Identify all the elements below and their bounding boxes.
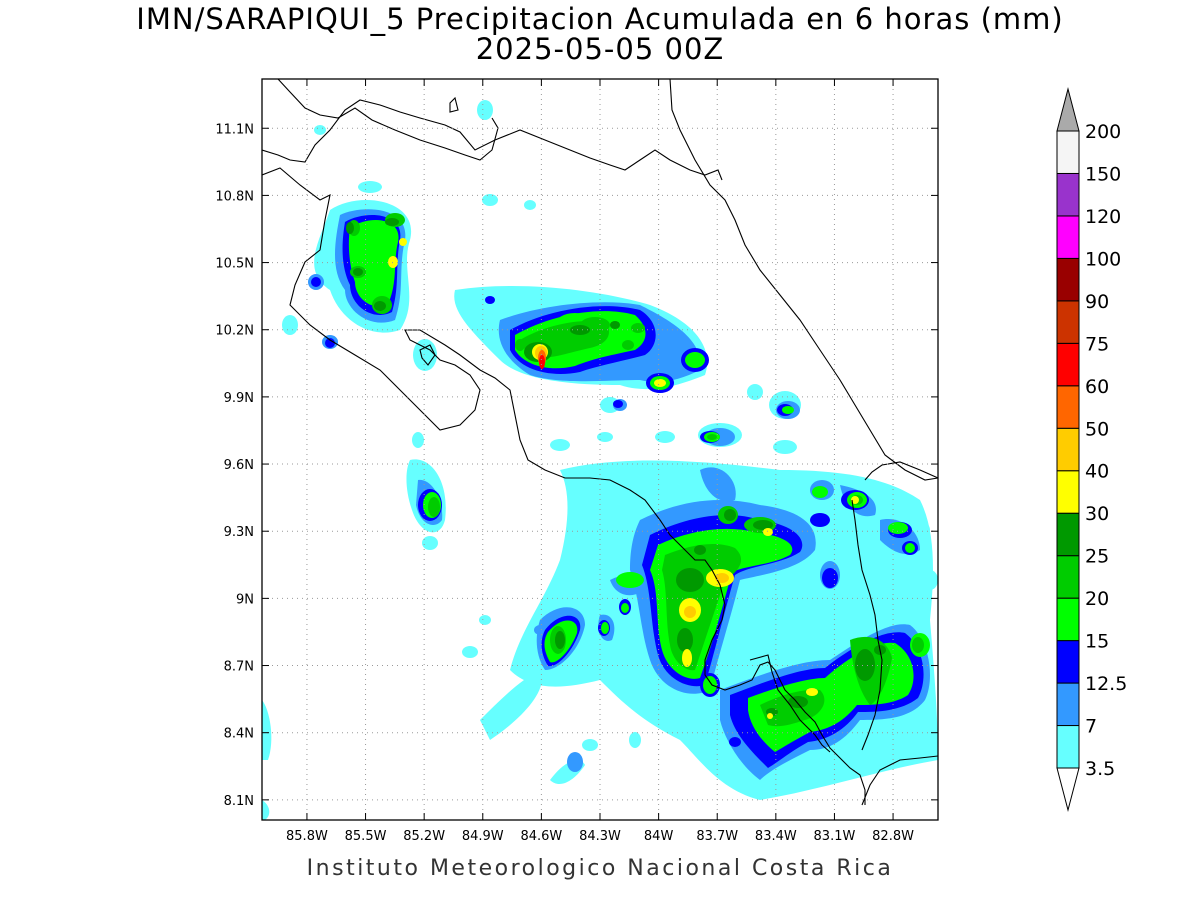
x-tick-label: 85.8W — [286, 829, 328, 844]
colorbar-label: 200 — [1085, 121, 1121, 143]
colorbar-label: 15 — [1085, 631, 1109, 653]
colorbar-swatch — [1056, 682, 1080, 727]
island-north — [449, 96, 459, 113]
x-tick-label: 83.4W — [755, 829, 797, 844]
colorbar-swatch — [1056, 640, 1080, 684]
y-tick-label: 10.8N — [215, 189, 254, 204]
colorbar-label: 30 — [1085, 503, 1109, 525]
colorbar-swatch — [1056, 172, 1080, 217]
latitude-axis: 11.1N 10.8N 10.5N 10.2N 9.9N 9.6N 9.3N 9N 8.7N 8.… — [215, 122, 938, 809]
osa-peninsula — [749, 654, 831, 753]
colorbar-swatch — [1056, 257, 1080, 302]
nicoya-gulf — [419, 344, 436, 366]
map-title: IMN/SARAPIQUI_5 Precipitacion Acumulada … — [136, 2, 1064, 36]
colorbar-label: 12.5 — [1085, 673, 1127, 695]
x-tick-label: 84.3W — [579, 829, 621, 844]
colorbar-label: 75 — [1085, 333, 1109, 355]
colorbar-swatch — [1056, 385, 1080, 429]
pacific-coast-guanacaste — [262, 167, 866, 805]
colorbar-label: 90 — [1085, 291, 1109, 313]
precipitation-field — [262, 100, 938, 820]
colorbar-label: 150 — [1085, 163, 1121, 185]
x-tick-label: 83.7W — [696, 829, 738, 844]
colorbar-label: 7 — [1085, 716, 1097, 738]
colorbar-swatch — [1056, 342, 1080, 387]
precip-band-60 — [539, 355, 545, 369]
colorbar-label: 60 — [1085, 376, 1109, 398]
y-tick-label: 8.4N — [224, 727, 254, 742]
colorbar-over-arrow — [1056, 87, 1080, 132]
panama-coast — [864, 461, 938, 481]
institution-footer: Instituto Meteorologico Nacional Costa R… — [306, 856, 894, 881]
colorbar-label: 50 — [1085, 418, 1109, 440]
coastlines-and-borders — [262, 79, 938, 806]
lake-nicaragua-shore — [277, 79, 499, 161]
x-tick-label: 84.9W — [462, 829, 504, 844]
y-tick-label: 9N — [236, 592, 254, 607]
colorbar-legend: 3.5 7 12.5 15 20 25 30 40 50 60 75 90 100 120 150 200 — [1056, 87, 1127, 812]
x-tick-label: 83.1W — [814, 829, 856, 844]
colorbar-label: 20 — [1085, 588, 1109, 610]
precip-band-25 — [346, 218, 886, 716]
colorbar-swatch — [1056, 512, 1080, 557]
colorbar-swatch — [1056, 130, 1080, 174]
x-tick-label: 84.6W — [520, 829, 562, 844]
burica-peninsula — [861, 755, 938, 806]
y-tick-label: 9.9N — [224, 391, 254, 406]
map-timestamp: 2025-05-05 00Z — [475, 32, 725, 66]
colorbar-swatch — [1056, 427, 1080, 472]
caribbean-coast — [669, 79, 938, 481]
colorbar-swatch — [1056, 725, 1080, 769]
colorbar-label: 40 — [1085, 461, 1109, 483]
x-tick-label: 82.8W — [872, 829, 914, 844]
map-grid — [262, 79, 938, 820]
panama-border — [851, 499, 883, 751]
colorbar-swatch — [1056, 597, 1080, 642]
x-tick-label: 85.2W — [403, 829, 445, 844]
y-tick-label: 9.3N — [224, 525, 254, 540]
colorbar-label: 120 — [1085, 206, 1121, 228]
x-tick-label: 85.5W — [345, 829, 387, 844]
y-tick-label: 8.1N — [224, 794, 254, 809]
nicaragua-border — [262, 99, 723, 181]
colorbar-swatch — [1056, 470, 1080, 514]
colorbar-swatch — [1056, 555, 1080, 599]
colorbar-under-arrow — [1056, 767, 1080, 812]
colorbar-swatch — [1056, 215, 1080, 259]
x-tick-label: 84W — [644, 829, 674, 844]
colorbar-label: 100 — [1085, 248, 1121, 270]
y-tick-label: 10.5N — [215, 257, 254, 272]
colorbar-label: 3.5 — [1085, 758, 1115, 780]
colorbar-swatch — [1056, 300, 1080, 344]
y-tick-label: 11.1N — [215, 122, 254, 137]
longitude-axis: 85.8W 85.5W 85.2W 84.9W 84.6W 84.3W 84W 83.7W 83… — [286, 79, 914, 844]
y-tick-label: 8.7N — [224, 660, 254, 675]
colorbar-label: 25 — [1085, 546, 1109, 568]
y-tick-label: 9.6N — [224, 458, 254, 473]
y-tick-label: 10.2N — [215, 324, 254, 339]
